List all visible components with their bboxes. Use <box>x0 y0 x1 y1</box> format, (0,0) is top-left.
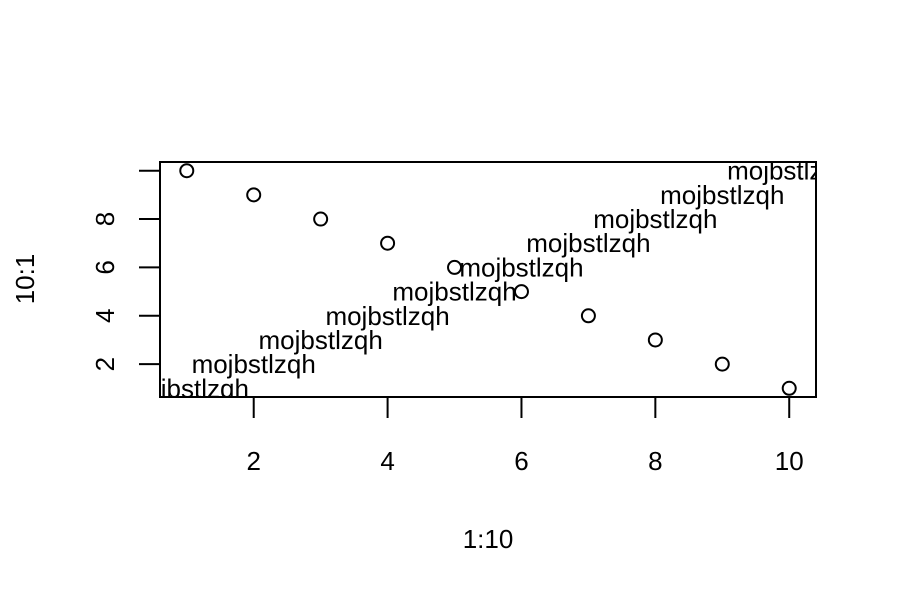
data-point <box>246 187 262 203</box>
x-tick-label: 8 <box>648 446 662 476</box>
point-text-label: mojbstlzqh <box>526 228 650 258</box>
y-tick-label: 8 <box>90 212 120 226</box>
x-tick-label: 4 <box>380 446 394 476</box>
y-tick-label: 4 <box>90 309 120 323</box>
x-tick-label: 2 <box>246 446 260 476</box>
point-text-label: mojbstlzqh <box>259 325 383 355</box>
point-text-label: mojbstlzqh <box>325 301 449 331</box>
data-point <box>447 259 463 275</box>
data-point <box>714 356 730 372</box>
point-text-labels: mojbstlzqhmojbstlzqhmojbstlzqhmojbstlzqh… <box>125 156 851 403</box>
y-axis: 2 4 6 8 <box>90 169 161 371</box>
y-tick-label: 2 <box>90 357 120 371</box>
y-axis-label: 10:1 <box>10 254 40 305</box>
point-text-label: mojbstlzqh <box>125 373 249 403</box>
data-point <box>313 211 329 227</box>
data-point <box>513 284 529 300</box>
x-tick-label: 10 <box>775 446 804 476</box>
point-text-label: mojbstlzqh <box>727 156 851 186</box>
data-points <box>179 163 797 396</box>
data-point <box>580 308 596 324</box>
data-point <box>647 332 663 348</box>
point-text-label: mojbstlzqh <box>192 349 316 379</box>
data-point <box>380 235 396 251</box>
plot-frame <box>159 161 817 398</box>
x-tick-label: 6 <box>514 446 528 476</box>
point-text-label: mojbstlzqh <box>660 180 784 210</box>
data-point <box>781 380 797 396</box>
point-text-label: mojbstlzqh <box>593 204 717 234</box>
x-axis-label: 1:10 <box>463 524 514 554</box>
point-text-label: mojbstlzqh <box>392 277 516 307</box>
data-point <box>179 163 195 179</box>
y-tick-label: 6 <box>90 260 120 274</box>
point-text-label: mojbstlzqh <box>459 252 583 282</box>
